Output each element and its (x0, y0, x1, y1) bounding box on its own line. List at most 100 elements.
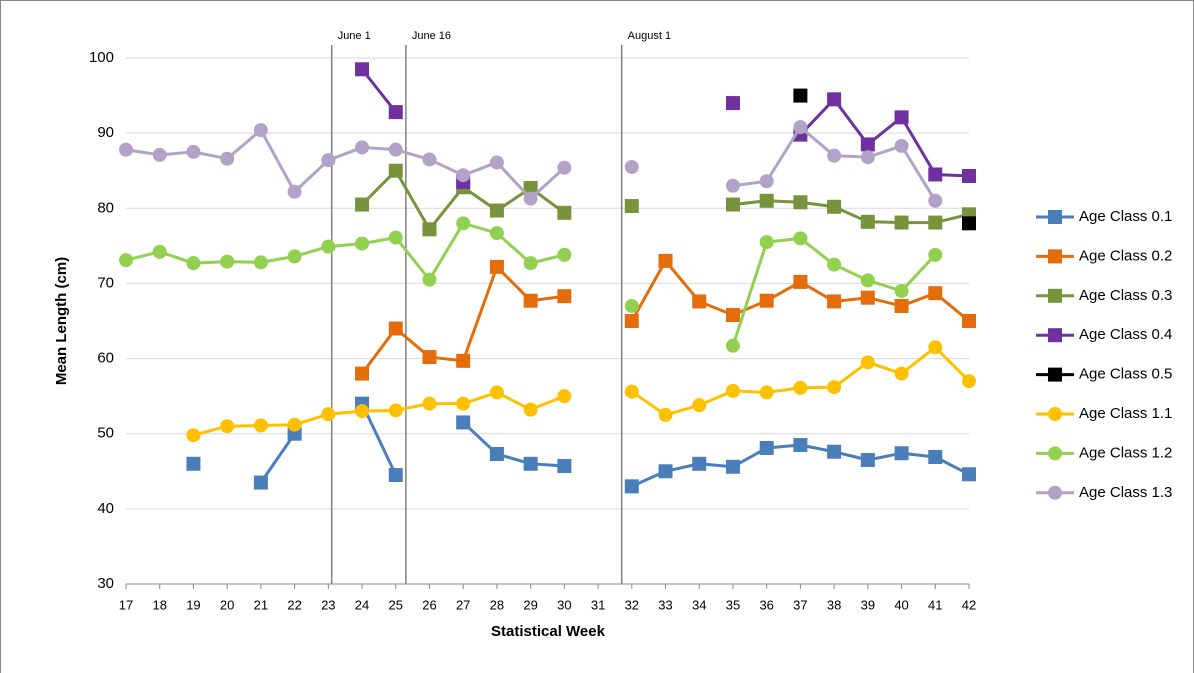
point (355, 140, 370, 155)
x-tick-label: 28 (490, 597, 504, 612)
point (725, 197, 740, 212)
legend-label: Age Class 0.2 (1079, 247, 1172, 264)
point (793, 274, 808, 289)
y-axis-title: Mean Length (cm) (53, 257, 70, 385)
point (692, 294, 707, 309)
point (759, 293, 774, 308)
point (489, 385, 504, 400)
point (894, 283, 909, 298)
point (388, 468, 403, 483)
point (894, 110, 909, 125)
point (962, 216, 976, 231)
point (827, 92, 842, 107)
x-tick-label: 22 (287, 597, 301, 612)
point (388, 321, 403, 336)
point (253, 255, 268, 270)
y-tick-label: 90 (97, 124, 114, 141)
point (759, 440, 774, 455)
point (388, 163, 403, 178)
point (860, 290, 875, 305)
x-tick-label: 25 (389, 597, 403, 612)
x-tick-label: 23 (321, 597, 335, 612)
point (422, 350, 437, 365)
point (456, 353, 471, 368)
x-tick-label: 37 (793, 597, 807, 612)
point (456, 216, 471, 231)
x-tick-label: 26 (422, 597, 436, 612)
point (489, 259, 504, 274)
x-tick-label: 42 (962, 597, 976, 612)
legend-marker (1048, 485, 1062, 500)
point (894, 446, 909, 461)
point (523, 456, 538, 471)
point (725, 178, 740, 193)
point (928, 286, 943, 301)
point (860, 137, 875, 152)
point (725, 96, 740, 111)
annotation-label: June 16 (412, 30, 451, 42)
point (557, 205, 572, 220)
point (759, 385, 774, 400)
y-tick-label: 50 (97, 425, 114, 442)
point (422, 396, 437, 411)
point (355, 366, 370, 381)
x-tick-label: 24 (355, 597, 369, 612)
x-tick-label: 29 (523, 597, 537, 612)
point (759, 235, 774, 250)
series-line (125, 221, 937, 347)
point (793, 380, 808, 395)
point (489, 226, 504, 241)
x-axis-title: Statistical Week (491, 623, 606, 640)
point (456, 396, 471, 411)
point (422, 222, 437, 237)
point (793, 195, 808, 210)
point (962, 467, 976, 482)
point (793, 231, 808, 246)
point (388, 403, 403, 418)
point (759, 174, 774, 189)
point (624, 479, 639, 494)
point (287, 249, 302, 264)
point (557, 160, 572, 175)
point (860, 453, 875, 468)
x-tick-label: 18 (152, 597, 166, 612)
point (523, 256, 538, 271)
point (523, 293, 538, 308)
point (355, 404, 370, 419)
point (253, 475, 268, 490)
point (860, 355, 875, 370)
point (928, 215, 943, 230)
point (557, 289, 572, 304)
y-tick-label: 30 (97, 575, 114, 592)
point (894, 366, 909, 381)
point (928, 167, 943, 182)
point (658, 407, 673, 422)
point (725, 307, 740, 322)
point (894, 298, 909, 313)
y-tick-label: 100 (89, 49, 114, 66)
point (456, 168, 471, 183)
point (186, 456, 201, 471)
x-tick-label: 38 (827, 597, 841, 612)
point (827, 257, 842, 272)
point (422, 272, 437, 287)
x-tick-label: 36 (759, 597, 773, 612)
x-tick-label: 33 (658, 597, 672, 612)
point (388, 105, 403, 120)
point (928, 450, 943, 465)
series-line (193, 345, 971, 437)
point (489, 203, 504, 218)
point (827, 148, 842, 163)
legend-label: Age Class 0.4 (1079, 326, 1172, 343)
point (928, 247, 943, 262)
y-tick-label: 70 (97, 274, 114, 291)
point (355, 197, 370, 212)
point (422, 152, 437, 167)
legend-marker (1048, 288, 1062, 303)
point (860, 150, 875, 165)
point (624, 298, 639, 313)
point (624, 314, 639, 328)
point (253, 123, 268, 138)
point (523, 180, 538, 195)
legend-marker (1048, 446, 1062, 461)
